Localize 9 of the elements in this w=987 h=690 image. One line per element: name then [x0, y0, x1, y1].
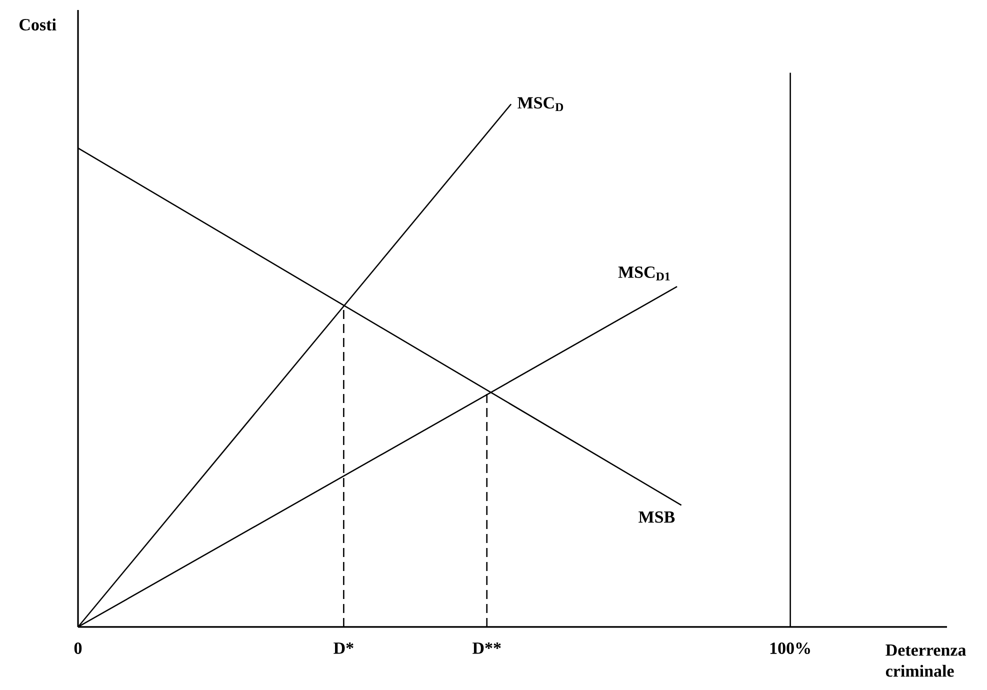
series-label: MSC$_{D1}$: [618, 266, 670, 280]
series-label: MSB: [638, 511, 675, 523]
x-tick-label: 100%: [770, 642, 810, 654]
series-label: MSC$_{D}$: [518, 97, 564, 112]
y-axis-title: Costi: [20, 18, 56, 30]
x-tick-label: 0: [74, 642, 82, 654]
x-tick-label: D**: [472, 642, 501, 654]
x-tick-label: D*: [334, 642, 354, 654]
x-axis-title: Deterrenza criminale: [886, 644, 966, 677]
